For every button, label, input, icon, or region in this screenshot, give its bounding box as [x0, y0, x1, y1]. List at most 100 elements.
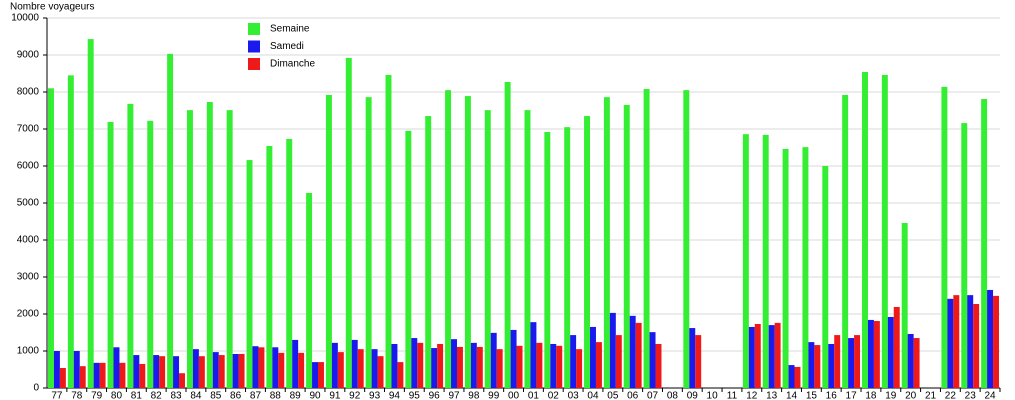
- bar: [828, 343, 835, 388]
- bar: [107, 121, 114, 388]
- x-tick-label: 79: [91, 391, 103, 400]
- bar: [941, 86, 948, 388]
- bar: [913, 338, 920, 388]
- bar: [556, 345, 563, 388]
- bar: [451, 339, 457, 388]
- bar: [643, 89, 650, 388]
- bar: [206, 101, 213, 389]
- bar: [470, 342, 477, 388]
- bar: [218, 355, 225, 388]
- bar: [490, 332, 497, 388]
- x-tick-label: 21: [925, 391, 937, 400]
- bar: [862, 72, 868, 389]
- bar: [544, 131, 551, 388]
- bar: [345, 57, 352, 389]
- legend-label: Semaine: [270, 24, 310, 35]
- x-tick-label: 22: [945, 391, 957, 400]
- bar: [306, 193, 313, 388]
- bar: [258, 347, 265, 388]
- bar: [754, 323, 761, 388]
- x-tick-label: 02: [548, 391, 560, 400]
- x-tick-label: 85: [210, 391, 222, 400]
- bar: [504, 82, 511, 388]
- x-tick-label: 99: [488, 391, 500, 400]
- bar: [464, 96, 471, 388]
- bar: [629, 315, 636, 388]
- bar: [524, 110, 531, 388]
- x-tick-label: 15: [806, 391, 818, 400]
- bar: [842, 94, 849, 389]
- x-tick-label: 82: [151, 391, 163, 400]
- x-tick-label: 88: [270, 391, 282, 400]
- bar: [411, 338, 418, 388]
- x-tick-label: 03: [568, 391, 580, 400]
- legend-swatch: [248, 58, 260, 70]
- x-tick-label: 18: [865, 391, 877, 400]
- bar: [425, 116, 432, 389]
- bar: [794, 366, 801, 388]
- bar: [246, 160, 253, 388]
- x-tick-label: 92: [349, 391, 361, 400]
- bar: [139, 363, 146, 388]
- x-tick-label: 78: [71, 391, 83, 400]
- bar: [456, 346, 463, 388]
- bar: [87, 39, 94, 389]
- x-tick-label: 24: [985, 391, 997, 400]
- y-tick-label: 1000: [17, 346, 40, 357]
- x-tick-label: 16: [826, 391, 838, 400]
- x-tick-label: 98: [468, 391, 480, 400]
- bar: [695, 335, 702, 388]
- bar: [907, 333, 914, 388]
- bar: [867, 319, 874, 388]
- y-tick-label: 5000: [17, 198, 40, 209]
- bar: [590, 326, 596, 388]
- bar: [99, 362, 106, 388]
- bar: [312, 362, 319, 388]
- bar: [292, 339, 299, 388]
- bar: [113, 347, 120, 388]
- x-tick-label: 17: [846, 391, 858, 400]
- bar: [325, 94, 332, 389]
- x-tick-label: 94: [389, 391, 401, 400]
- y-tick-label: 6000: [17, 161, 40, 172]
- bar: [93, 362, 100, 388]
- bar: [822, 166, 829, 388]
- bar: [967, 295, 974, 388]
- bar: [981, 99, 988, 388]
- x-tick-label: 05: [607, 391, 619, 400]
- bar: [226, 110, 233, 388]
- bar: [119, 362, 126, 388]
- bar: [351, 339, 358, 388]
- bar: [252, 346, 259, 388]
- bar: [484, 110, 491, 388]
- y-tick-label: 10000: [11, 13, 39, 24]
- y-tick-label: 2000: [17, 309, 40, 320]
- bar: [683, 90, 690, 389]
- x-tick-label: 87: [250, 391, 262, 400]
- bar: [570, 335, 577, 388]
- bar: [127, 103, 134, 388]
- x-tick-label: 97: [448, 391, 460, 400]
- y-tick-label: 7000: [17, 124, 40, 135]
- y-tick-label: 3000: [17, 272, 40, 283]
- bar: [192, 349, 199, 388]
- x-tick-label: 00: [508, 391, 520, 400]
- bar: [431, 348, 438, 388]
- bar: [615, 335, 622, 388]
- bar: [973, 304, 980, 388]
- x-tick-label: 14: [786, 391, 798, 400]
- bar: [887, 316, 894, 388]
- x-tick-label: 95: [409, 391, 421, 400]
- bar: [445, 90, 452, 389]
- bar: [272, 347, 279, 388]
- x-tick-label: 86: [230, 391, 242, 400]
- bar: [788, 365, 795, 388]
- bar: [391, 343, 398, 388]
- bar: [186, 110, 193, 388]
- bar: [550, 343, 557, 388]
- x-tick-label: 01: [528, 391, 540, 400]
- bar: [834, 335, 841, 388]
- bar: [179, 373, 185, 388]
